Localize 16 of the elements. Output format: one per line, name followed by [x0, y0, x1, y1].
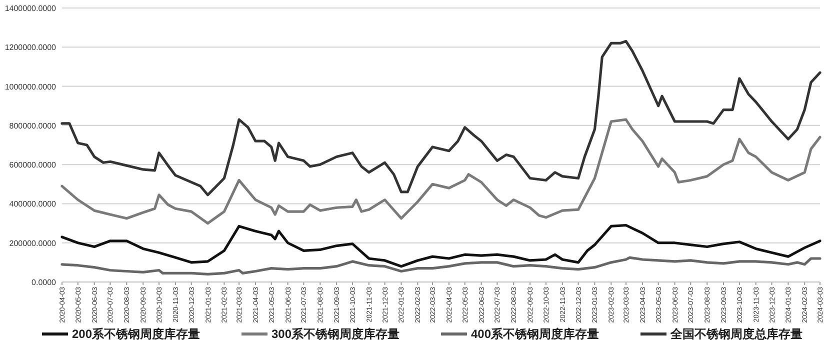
y-tick-label: 0.0000 [32, 278, 57, 287]
line-series [60, 40, 822, 196]
legend-label: 400系不锈钢周度库存量 [471, 327, 600, 341]
y-tick-label: 600000.0000 [9, 160, 57, 170]
legend-label: 全国不锈钢周度总库存量 [670, 327, 802, 341]
y-tick-label: 800000.0000 [9, 121, 57, 130]
line-series [60, 118, 822, 225]
y-tick-label: 1200000.0000 [4, 43, 57, 52]
y-tick-label: 1000000.0000 [4, 82, 57, 92]
legend-label: 300系不锈钢周度库存量 [272, 327, 400, 341]
line-series [60, 256, 822, 276]
line-series [60, 224, 822, 268]
y-tick-label: 400000.0000 [9, 200, 57, 209]
y-tick-label: 1400000.0000 [4, 4, 57, 13]
y-tick-label: 200000.0000 [9, 238, 57, 248]
legend-label: 200系不锈钢周度库存量 [72, 327, 200, 341]
